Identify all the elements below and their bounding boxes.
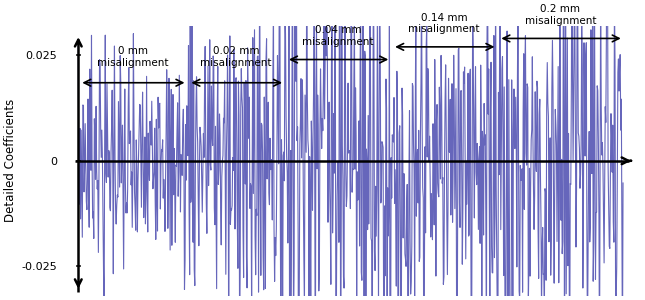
Y-axis label: Detailed Coefficients: Detailed Coefficients xyxy=(4,99,17,222)
Text: 0.04 mm
misalignment: 0.04 mm misalignment xyxy=(303,25,374,47)
Text: 0 mm
misalignment: 0 mm misalignment xyxy=(97,46,168,68)
Text: 0.14 mm
misalignment: 0.14 mm misalignment xyxy=(408,13,480,34)
Text: 0.02 mm
misalignment: 0.02 mm misalignment xyxy=(201,46,272,68)
Text: 0.2 mm
misalignment: 0.2 mm misalignment xyxy=(525,4,596,26)
